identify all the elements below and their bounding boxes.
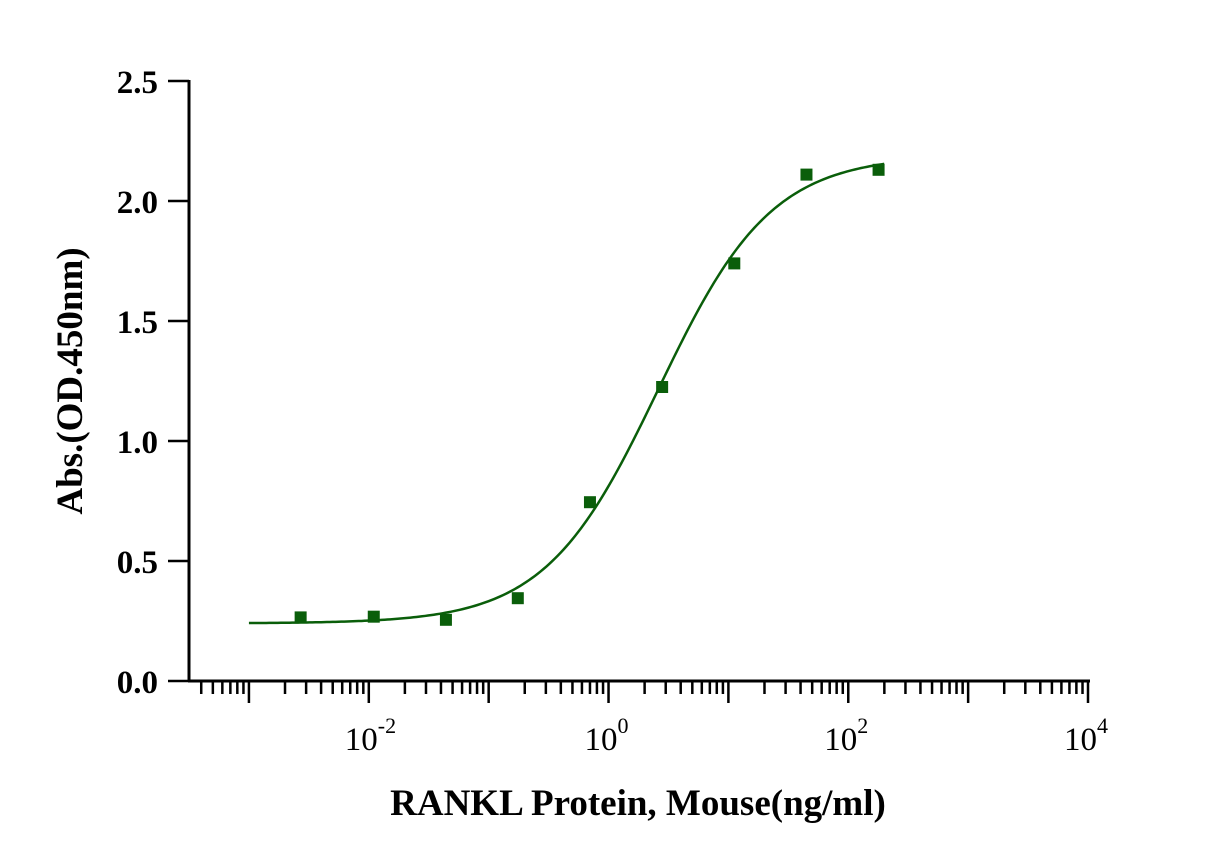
y-ticks: 0.0 0.5 1.0 1.5 2.0 2.5 (117, 65, 189, 701)
x-tick-label-exponent: 0 (618, 713, 629, 738)
data-point (872, 163, 885, 176)
x-ticks: 10 -2 10 0 10 2 10 4 (199, 681, 1108, 758)
data-point (439, 613, 452, 626)
y-tick-label: 0.0 (117, 665, 158, 701)
y-tick-label: 2.0 (117, 185, 158, 221)
x-tick-label: 10 4 (1064, 713, 1108, 758)
y-axis-title: Abs.(OD.450nm) (50, 247, 91, 514)
y-tick-label: 1.0 (117, 425, 158, 461)
data-point (656, 381, 669, 393)
data-point (583, 496, 596, 509)
x-tick-label-base: 10 (1064, 722, 1097, 758)
x-tick-label-exponent: 2 (857, 713, 868, 738)
x-tick-label-exponent: -2 (378, 713, 396, 738)
data-point (728, 257, 741, 270)
data-point (367, 610, 380, 623)
x-tick-label: 10 2 (824, 713, 868, 758)
data-point (294, 611, 307, 624)
x-tick-label: 10 0 (585, 713, 629, 758)
fit-curve (248, 162, 885, 625)
x-tick-label-exponent: 4 (1097, 713, 1108, 738)
axes (187, 80, 1090, 683)
y-tick-label: 0.5 (117, 545, 158, 581)
x-tick-label-base: 10 (824, 722, 857, 758)
x-tick-label-base: 10 (345, 722, 378, 758)
y-tick-label: 1.5 (117, 305, 158, 341)
data-point (800, 168, 813, 181)
x-axis-title: RANKL Protein, Mouse(ng/ml) (390, 783, 886, 824)
x-tick-label: 10 -2 (345, 713, 396, 758)
x-tick-label-base: 10 (585, 722, 618, 758)
data-points (294, 163, 885, 626)
data-point (511, 592, 524, 605)
y-tick-label: 2.5 (117, 65, 158, 101)
